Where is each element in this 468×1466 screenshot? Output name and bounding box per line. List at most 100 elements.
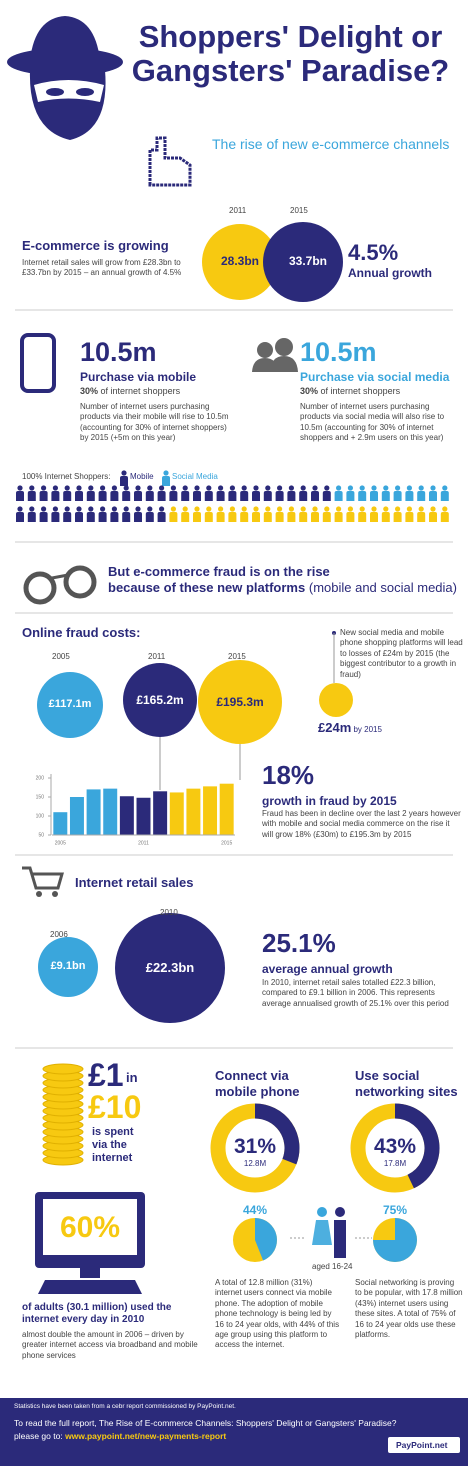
shopper-icon: [100, 485, 106, 491]
shopper-icon: [157, 491, 166, 501]
shopper-icon: [263, 491, 272, 501]
shopper-icon: [110, 512, 119, 522]
pie-slice: [373, 1218, 417, 1262]
shopper-icon: [206, 506, 212, 512]
shopper-icon: [157, 512, 166, 522]
shopper-icon: [252, 512, 260, 522]
shopper-icon: [181, 491, 190, 501]
pie-label: 75%: [382, 1203, 408, 1217]
bar: [86, 789, 101, 835]
shopper-icon: [16, 491, 24, 501]
circle-2011: [202, 224, 278, 300]
shopper-icon: [228, 512, 237, 522]
shopper-icon: [17, 485, 23, 491]
shopper-icon: [169, 491, 178, 501]
shopper-icon: [324, 485, 330, 491]
shopper-icon: [52, 485, 59, 491]
shopper-icon: [134, 512, 142, 522]
shopper-icon: [265, 485, 271, 491]
coin: [42, 1063, 84, 1075]
text: Social networking is proving to be popul…: [355, 1278, 463, 1339]
figure: 10.5m: [300, 337, 377, 367]
link-prefix: please go to:: [14, 1431, 63, 1441]
text: Internet retail sales will grow from £28…: [22, 258, 182, 278]
shopper-icon: [100, 506, 106, 512]
shopper-icon: [63, 512, 72, 522]
bar: [219, 783, 234, 835]
shopper-icon: [182, 506, 188, 512]
growth: 18%: [262, 760, 315, 790]
shopper-icon: [346, 512, 355, 522]
text-group: £24m by 2015: [318, 720, 382, 736]
eye: [76, 88, 94, 96]
year: 2015: [290, 206, 308, 215]
shopper-icon: [75, 491, 83, 501]
heading: Connect via mobile phone: [215, 1068, 300, 1099]
shopper-icon: [76, 506, 82, 512]
shopper-icon: [263, 512, 272, 522]
heading-note: (mobile and social media): [308, 580, 457, 595]
shopper-icon: [370, 491, 378, 501]
cart-icon: [36, 891, 42, 897]
x-tick-label: 2011: [138, 840, 149, 846]
shopper-icon: [346, 491, 355, 501]
shopper-icon: [430, 485, 436, 491]
pie-slice: [255, 1218, 277, 1261]
handcuffs-icon: [23, 571, 57, 605]
shopper-icon: [277, 485, 283, 491]
shopper-icon: [98, 512, 107, 522]
shopper-icon: [334, 491, 343, 501]
shopper-icon: [86, 491, 95, 501]
link[interactable]: www.paypoint.net/new-payments-report: [65, 1431, 227, 1441]
heading: But e-commerce fraud is on the rise: [108, 564, 330, 579]
year: 2011: [148, 652, 166, 661]
heading: Use social networking sites: [355, 1068, 458, 1099]
value: £9.1bn: [50, 960, 86, 972]
shopper-icon: [393, 491, 402, 501]
bar: [203, 786, 218, 835]
shopper-icon: [16, 512, 24, 522]
spend-in: in: [126, 1070, 138, 1085]
share-text: of internet shoppers: [100, 386, 181, 396]
logo: PayPoint.net: [396, 1440, 448, 1450]
circle-2015: [198, 660, 282, 744]
phone-icon: [20, 333, 56, 393]
growth-label: growth in fraud by 2015: [262, 794, 397, 808]
circle-2015: [263, 222, 343, 302]
shopper-icon: [381, 491, 390, 501]
shopper-icon: [194, 485, 200, 491]
legend-icon: [121, 470, 127, 476]
growth: 25.1%: [262, 928, 336, 958]
rate: 4.5%: [348, 240, 399, 265]
bar: [186, 788, 201, 835]
shopper-icon: [440, 512, 449, 522]
bar: [153, 791, 168, 835]
shopper-icon: [241, 485, 247, 491]
shopper-icon: [75, 512, 83, 522]
shopper-icon: [122, 491, 131, 501]
value: £117.1m: [48, 698, 92, 710]
shopper-icon: [181, 512, 190, 522]
circle-2010: [115, 913, 225, 1023]
shopper-icon: [322, 491, 331, 501]
share: 30%: [80, 386, 99, 396]
shopper-icon: [194, 506, 200, 512]
spend-big: £10: [88, 1089, 142, 1125]
shopper-icon: [147, 506, 153, 512]
shopper-icon: [110, 491, 119, 501]
spend-text: is spent via the internet: [92, 1126, 134, 1165]
shopper-icon: [381, 512, 390, 522]
circle-2006: [38, 937, 98, 997]
mask: [34, 80, 104, 102]
shopper-icon: [406, 485, 412, 491]
figure: 60%: [59, 1211, 121, 1244]
youth-icon: [334, 1220, 346, 1258]
share: 30%: [300, 386, 319, 396]
shopper-icon: [336, 506, 342, 512]
cart-icon: [22, 866, 64, 890]
title: Shoppers' Delight or Gangsters' Paradise…: [131, 19, 450, 88]
shopper-icon: [111, 506, 117, 512]
youth-icon: [317, 1207, 327, 1217]
